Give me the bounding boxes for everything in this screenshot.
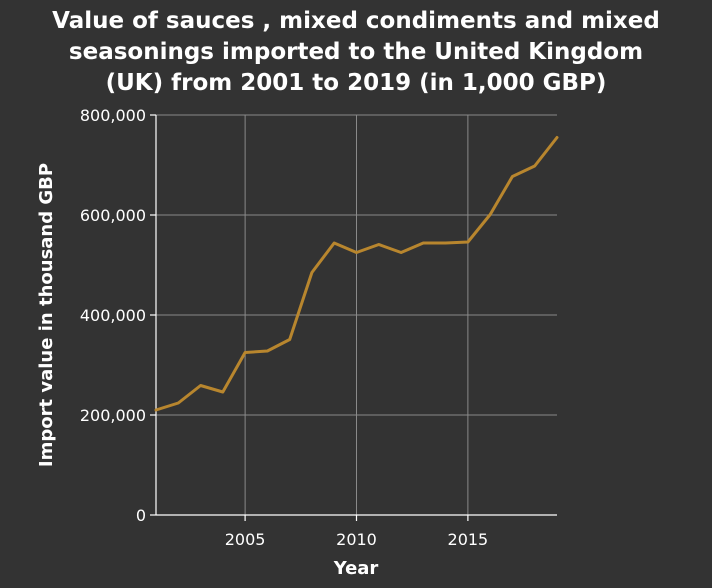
tick-labels: 2005 2010 2015 0 200,000 400,000 600,000 800,00… xyxy=(80,106,488,549)
chart-title-line-1: Value of sauces , mixed condiments and m… xyxy=(52,8,660,34)
y-tick-label-3: 600,000 xyxy=(80,206,146,225)
chart-title-line-3: (UK) from 2001 to 2019 (in 1,000 GBP) xyxy=(106,70,607,96)
chart-title-line-2: seasonings imported to the United Kingdo… xyxy=(69,39,643,65)
y-tick-label-2: 400,000 xyxy=(80,306,146,325)
x-axis-label: Year xyxy=(333,558,379,579)
data-series xyxy=(154,136,559,412)
x-tick-label-1: 2010 xyxy=(336,530,377,549)
y-tick-label-4: 800,000 xyxy=(80,106,146,125)
x-tick-label-2: 2015 xyxy=(448,530,489,549)
series-line-0 xyxy=(154,136,559,412)
y-tick-label-0: 0 xyxy=(136,506,146,525)
x-tick-label-0: 2005 xyxy=(225,530,266,549)
chart-title: Value of sauces , mixed condiments and m… xyxy=(52,8,660,96)
axes xyxy=(150,114,557,521)
grid-lines xyxy=(156,114,557,515)
y-axis-label: Import value in thousand GBP xyxy=(36,163,57,467)
y-tick-label-1: 200,000 xyxy=(80,406,146,425)
